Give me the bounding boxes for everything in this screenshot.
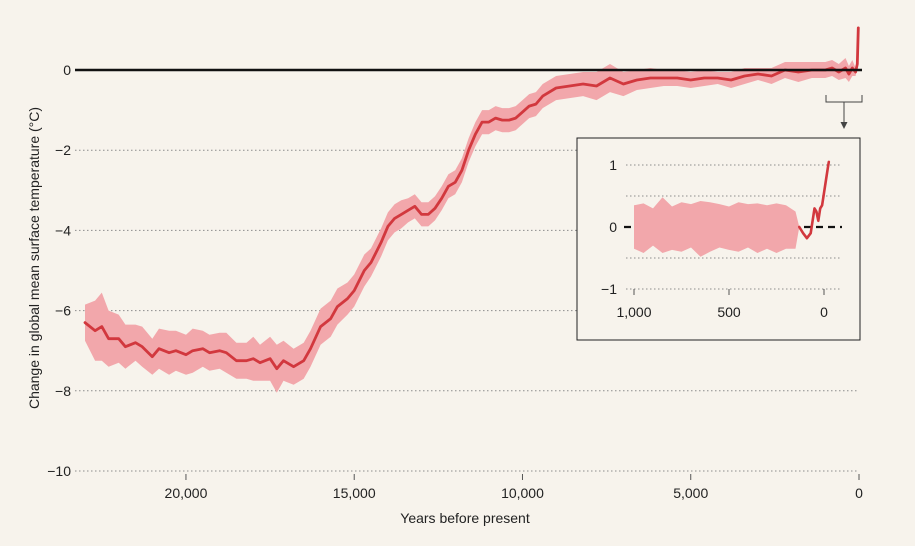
inset-x-tick-label: 500	[717, 304, 741, 320]
x-tick-label: 5,000	[673, 485, 708, 501]
x-tick-label: 0	[855, 485, 863, 501]
inset-temperature-line	[798, 160, 831, 240]
bracket-line	[825, 95, 863, 103]
x-tick-label: 10,000	[501, 485, 544, 501]
x-axis-label: Years before present	[400, 510, 530, 526]
x-tick-label: 20,000	[165, 485, 208, 501]
main-series-line	[83, 26, 860, 371]
y-axis-label: Change in global mean surface temperatur…	[26, 107, 42, 409]
y-tick-label: −6	[55, 303, 71, 319]
y-tick-label: −2	[55, 142, 71, 158]
y-tick-label: −8	[55, 383, 71, 399]
inset-uncertainty-band	[634, 197, 800, 257]
inset-y-tick-label: 0	[609, 219, 617, 235]
inset-x-tick-label: 1,000	[616, 304, 651, 320]
arrow-head	[840, 122, 848, 129]
inset-y-tick-label: 1	[609, 157, 617, 173]
inset-x-tick-label: 0	[820, 304, 828, 320]
y-tick-label: 0	[63, 62, 71, 78]
uncertainty-band	[85, 25, 859, 393]
inset-chart: 1 0 −1 1,000 500 0	[576, 137, 861, 341]
main-uncertainty-band	[85, 25, 859, 393]
inset-y-tick-label: −1	[601, 281, 617, 297]
temperature-line	[83, 26, 860, 371]
inset-bracket	[825, 95, 863, 129]
y-tick-label: −4	[55, 222, 71, 238]
y-tick-label: −10	[47, 463, 71, 479]
x-tick-label: 15,000	[333, 485, 376, 501]
